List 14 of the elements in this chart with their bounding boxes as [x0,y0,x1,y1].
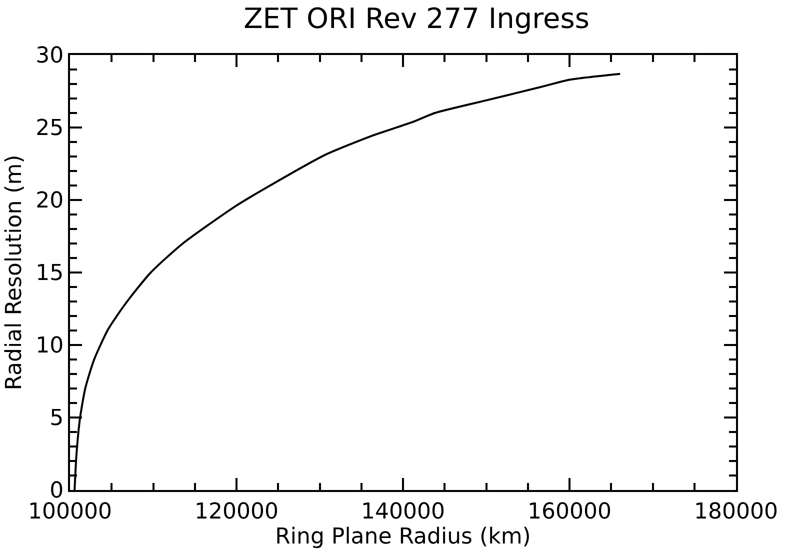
y-tick-label: 5 [50,406,64,432]
x-tick-label: 120000 [194,499,278,524]
y-tick-label: 15 [36,261,64,286]
x-tick-label: 160000 [528,499,612,524]
x-tick-label: 140000 [361,499,445,524]
x-axis-title: Ring Plane Radius (km) [275,524,531,550]
y-tick-label: 25 [36,116,64,142]
x-tick-label: 100000 [28,499,112,524]
y-tick-label: 10 [36,334,64,359]
y-tick-label: 20 [36,188,64,214]
y-axis-title: Radial Resolution (m) [2,154,27,390]
chart-title: ZET ORI Rev 277 Ingress [244,2,590,35]
x-tick-label: 180000 [694,499,778,524]
y-tick-label: 30 [36,44,64,69]
